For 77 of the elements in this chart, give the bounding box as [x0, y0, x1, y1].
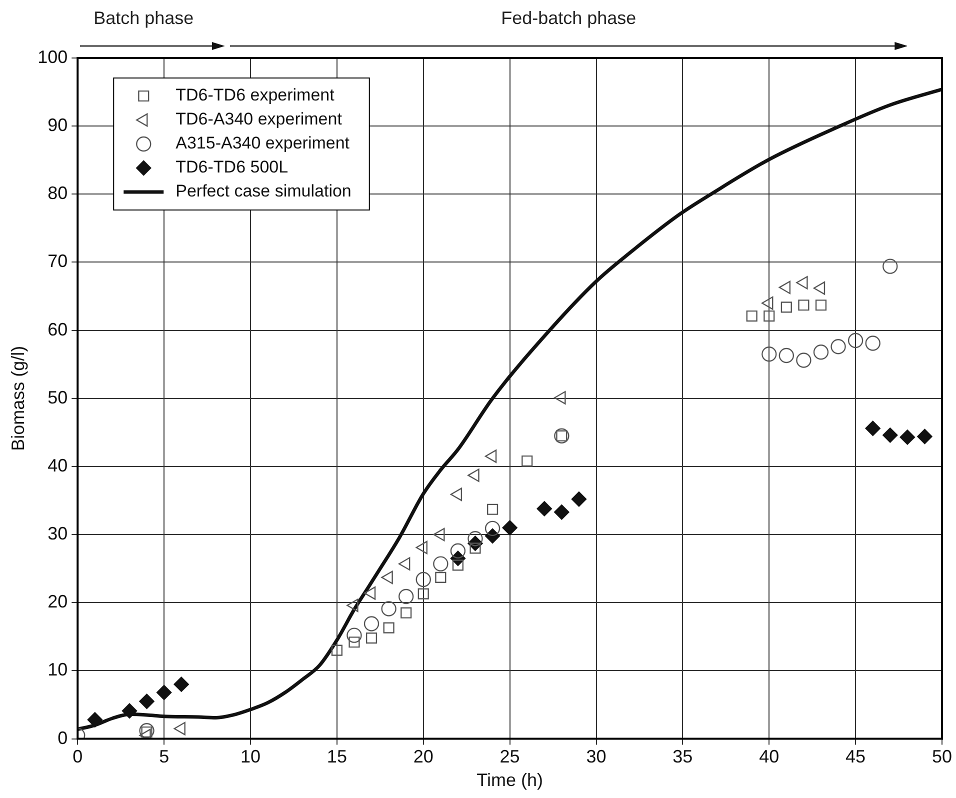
y-tick-label: 100 [38, 46, 68, 67]
point [398, 588, 414, 604]
x-axis-title: Time (h) [476, 770, 543, 790]
y-tick-label: 20 [48, 592, 68, 612]
point [815, 300, 827, 311]
point [486, 504, 498, 515]
point [917, 428, 932, 444]
point [468, 531, 483, 546]
point [87, 712, 103, 728]
point [762, 346, 777, 362]
point [865, 420, 880, 436]
y-tick-label: 10 [48, 660, 68, 680]
point [780, 302, 792, 313]
x-tick-label: 40 [759, 746, 780, 767]
text: Batch phase [94, 8, 194, 29]
point [798, 300, 810, 311]
point [348, 636, 360, 648]
point [383, 622, 394, 634]
y-tick-label: 40 [48, 455, 68, 476]
point [813, 344, 829, 360]
x-tick-label: 45 [846, 746, 866, 767]
legend-label: TD6-TD6 500L [176, 158, 288, 177]
text: Fed-batch phase [501, 8, 636, 29]
x-tick-label: 25 [500, 746, 520, 767]
point [900, 430, 916, 445]
x-tick-label: 0 [72, 746, 83, 767]
x-tick-label: 50 [932, 746, 952, 767]
point [381, 601, 396, 616]
legend-label: Perfect case simulation [176, 182, 352, 201]
x-tick-label: 35 [672, 746, 693, 767]
y-axis-title: Biomass (g/l) [8, 346, 28, 451]
point [882, 258, 898, 274]
y-tick-label: 0 [58, 728, 68, 748]
point [452, 560, 464, 571]
y-tick-label: 80 [48, 183, 68, 204]
point [484, 520, 500, 536]
x-tick-label: 20 [413, 746, 434, 767]
x-tick-label: 15 [326, 746, 347, 767]
point [418, 588, 429, 600]
point [346, 628, 362, 643]
point [156, 684, 172, 700]
point [746, 310, 758, 322]
point [139, 694, 154, 709]
legend-label: TD6-TD6 experiment [176, 86, 335, 105]
point [778, 348, 794, 364]
x-tick-label: 5 [159, 746, 170, 767]
y-tick-label: 30 [48, 524, 68, 544]
point [796, 352, 812, 368]
x-tick-label: 30 [586, 746, 606, 767]
point [139, 723, 154, 738]
point [536, 501, 552, 516]
point [366, 632, 378, 644]
x-tick-label: 10 [240, 746, 261, 767]
point [400, 607, 412, 618]
y-tick-label: 70 [48, 251, 68, 272]
point [502, 520, 518, 536]
point [122, 703, 138, 718]
point [764, 310, 775, 322]
point [865, 336, 880, 351]
point [174, 676, 189, 692]
point [435, 572, 446, 583]
point [522, 455, 533, 467]
point [830, 339, 846, 354]
point [416, 572, 431, 588]
y-tick-label: 90 [48, 115, 68, 136]
point [571, 492, 587, 507]
point [364, 616, 380, 632]
point [450, 543, 466, 558]
y-tick-label: 60 [48, 319, 68, 340]
point [554, 504, 570, 520]
legend-label: A315-A340 experiment [176, 134, 350, 153]
point [848, 332, 864, 348]
point [433, 556, 448, 572]
legend-label: TD6-A340 experiment [176, 110, 342, 129]
y-tick-label: 50 [48, 387, 68, 408]
point [331, 644, 342, 656]
point [882, 428, 898, 443]
